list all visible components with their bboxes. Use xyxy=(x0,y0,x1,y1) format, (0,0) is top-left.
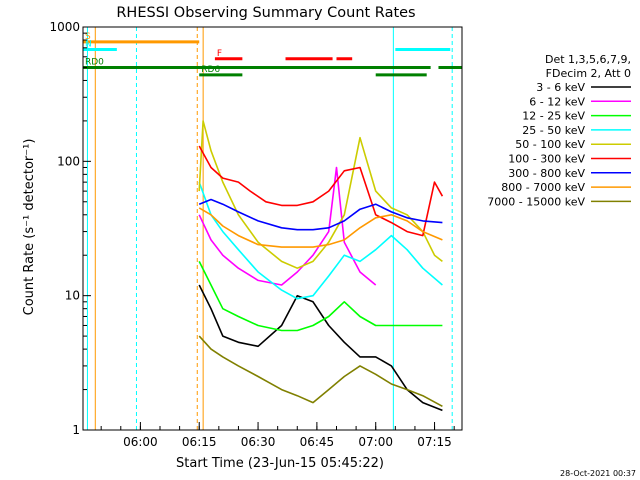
flag-label-n: N xyxy=(85,39,92,49)
series-lines xyxy=(198,120,444,412)
legend-header: FDecim 2, Att 0 xyxy=(546,67,631,80)
series-line-100-300-kev xyxy=(198,145,444,237)
x-tick-label: 06:30 xyxy=(241,435,276,449)
flag-label-s: S xyxy=(85,32,91,42)
y-tick-label: 1 xyxy=(72,423,80,437)
legend-label-25-50-kev: 25 - 50 keV xyxy=(522,124,585,137)
y-tick-label: 1000 xyxy=(49,20,80,34)
flag-label-rd0: RD0 xyxy=(85,57,104,67)
legend-label-7000-15000-kev: 7000 - 15000 keV xyxy=(487,195,585,208)
series-line-300-800-kev xyxy=(198,198,443,231)
legend-label-3-6-kev: 3 - 6 keV xyxy=(536,81,585,94)
x-tick-label: 06:00 xyxy=(123,435,158,449)
flag-bars: SN F RD0 RD6 xyxy=(83,32,462,77)
legend-label-6-12-kev: 6 - 12 keV xyxy=(529,95,585,108)
x-tick-label: 06:45 xyxy=(300,435,335,449)
series-line-3-6-kev xyxy=(198,284,443,412)
footer-date: 28-Oct-2021 00:37 xyxy=(560,469,636,478)
series-line-6-12-kev xyxy=(198,166,377,286)
legend-header: Det 1,3,5,6,7,9, xyxy=(545,53,631,66)
chart-title: RHESSI Observing Summary Count Rates xyxy=(116,5,415,21)
x-tick-label: 06:15 xyxy=(182,435,217,449)
legend-label-12-25-kev: 12 - 25 keV xyxy=(522,110,585,123)
plot-frame xyxy=(82,26,463,431)
legend-label-800-7000-kev: 800 - 7000 keV xyxy=(501,181,585,194)
series-line-7000-15000-kev xyxy=(198,335,443,408)
y-tick-label: 100 xyxy=(57,154,80,168)
series-line-25-50-kev xyxy=(198,181,443,300)
y-tick-label: 10 xyxy=(65,289,80,303)
flag-label-rd6: RD6 xyxy=(201,65,220,75)
x-tick-label: 07:00 xyxy=(358,435,393,449)
legend-label-300-800-kev: 300 - 800 keV xyxy=(508,167,585,180)
series-line-12-25-kev xyxy=(198,261,443,332)
event-markers xyxy=(86,27,453,430)
legend: Det 1,3,5,6,7,9,FDecim 2, Att 03 - 6 keV… xyxy=(487,53,631,208)
axes: 1 10 100 1000 06:00 06:15 06:30 06:45 07:00 07:15 xyxy=(49,20,455,449)
series-line-800-7000-kev xyxy=(198,207,443,248)
legend-label-100-300-kev: 100 - 300 keV xyxy=(508,153,585,166)
x-axis-label: Start Time (23-Jun-15 05:45:22) xyxy=(176,456,384,471)
y-axis-label: Count Rate (s⁻¹ detector⁻¹) xyxy=(22,139,37,316)
legend-label-50-100-kev: 50 - 100 keV xyxy=(515,138,585,151)
x-tick-label: 07:15 xyxy=(417,435,452,449)
flag-label-f: F xyxy=(217,49,222,59)
